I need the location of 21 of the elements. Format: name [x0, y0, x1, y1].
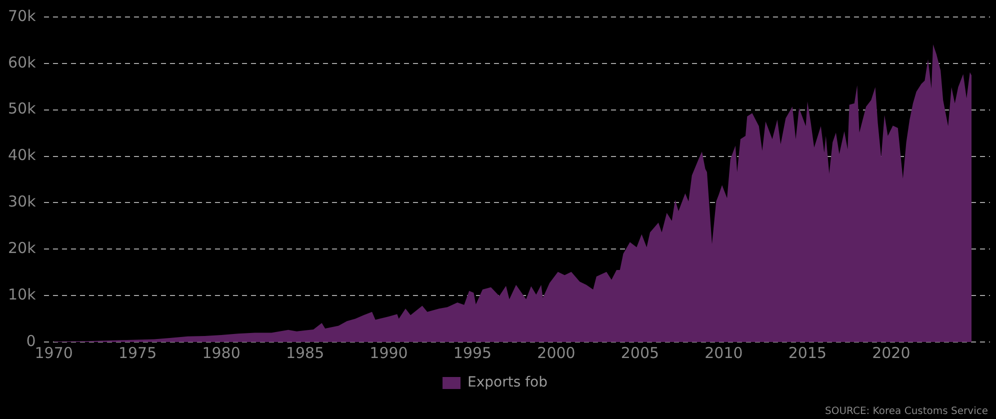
y-tick-label: 60k [8, 53, 36, 72]
source-note: SOURCE: Korea Customs Service [824, 406, 988, 417]
x-tick-label: 1995 [453, 344, 492, 362]
x-tick-label: 1990 [370, 344, 408, 362]
x-tick-label: 1975 [118, 344, 157, 362]
x-tick-label: 2015 [788, 344, 827, 362]
x-tick-label: 1985 [286, 344, 324, 362]
y-tick-label: 50k [8, 100, 36, 118]
y-tick-label: 20k [8, 239, 36, 258]
y-tick-label: 10k [8, 285, 36, 304]
legend-label: Exports fob [468, 374, 548, 391]
y-tick-label: 40k [8, 146, 36, 164]
y-tick-label: 0 [26, 332, 36, 350]
x-tick-label: 2020 [872, 344, 910, 362]
x-tick-label: 2000 [537, 344, 576, 362]
x-tick-label: 2010 [704, 344, 743, 362]
y-tick-label: 30k [8, 192, 36, 211]
x-tick-label: 1970 [34, 344, 73, 362]
x-tick-label: 2005 [620, 344, 660, 362]
x-tick-label: 1980 [202, 344, 240, 362]
y-tick-label: 70k [8, 6, 36, 25]
